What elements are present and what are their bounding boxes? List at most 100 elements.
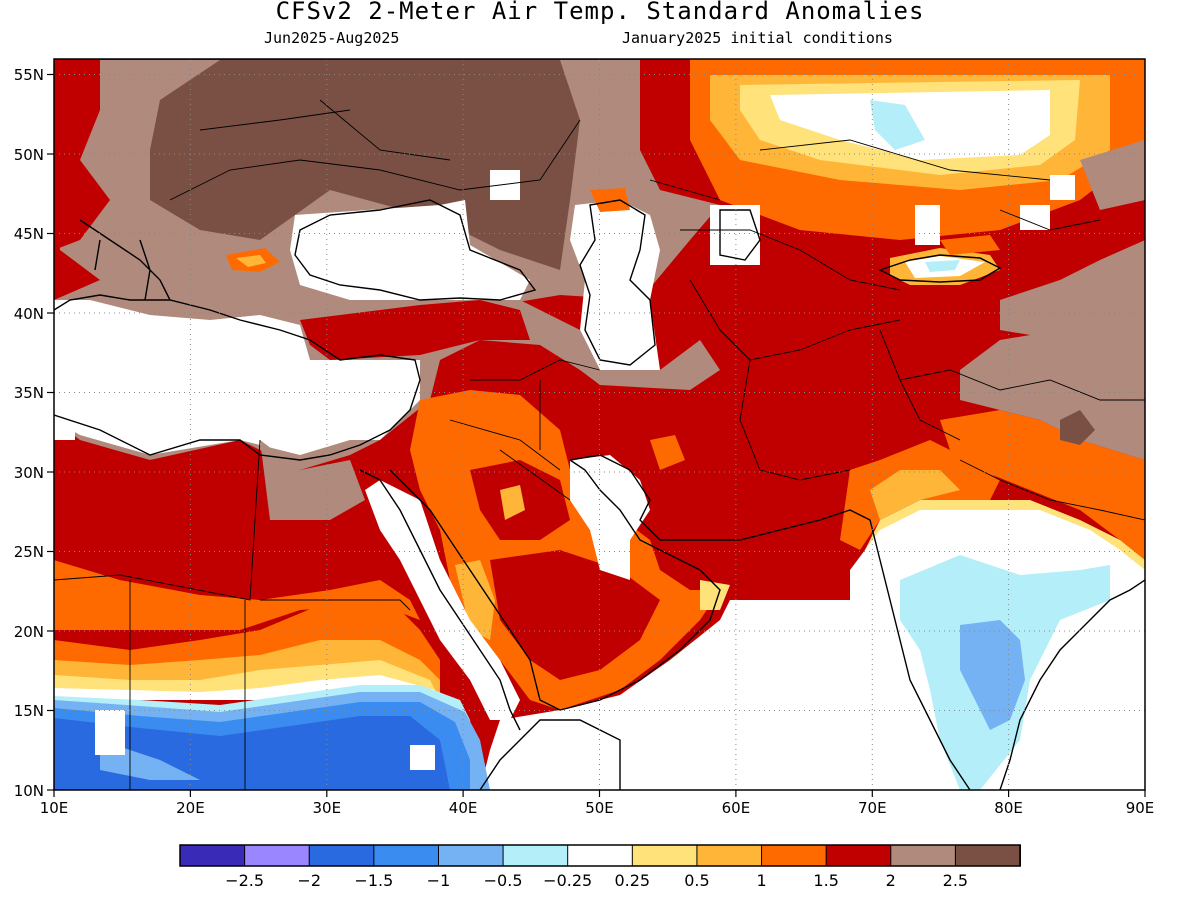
fill-turkey-red xyxy=(300,300,530,360)
black-sea-coast xyxy=(294,199,537,301)
fill-white-patch-7 xyxy=(95,710,125,755)
central-asia-borders xyxy=(680,229,961,481)
axis-ticks xyxy=(47,73,1146,797)
colorbar-swatch xyxy=(696,844,763,867)
fill-issyk-blue xyxy=(925,260,960,272)
fill-east-brown xyxy=(1080,140,1145,210)
fill-white-patch-3 xyxy=(1020,205,1050,230)
colorbar-swatch xyxy=(567,844,634,867)
colorbar-label: 1 xyxy=(756,871,766,890)
map-title: CFSv2 2-Meter Air Temp. Standard Anomali… xyxy=(275,0,925,25)
colorbar-swatch xyxy=(825,844,892,867)
fill-white-patch-8 xyxy=(410,745,435,770)
fill-india-blue xyxy=(960,620,1025,730)
y-tick-label: 35N xyxy=(14,384,44,402)
fill-pakistan-amber xyxy=(870,470,960,520)
colorbar-swatch xyxy=(502,844,569,867)
colorbar-label: −0.25 xyxy=(543,871,592,890)
y-tick-label: 20N xyxy=(14,623,44,641)
caspian-coast xyxy=(579,199,656,366)
fill-red-sea-white xyxy=(365,480,520,720)
colorbar-label: 2 xyxy=(886,871,896,890)
horn-coast xyxy=(479,719,621,790)
africa-borders xyxy=(54,439,411,790)
fill-west-europe-red xyxy=(54,60,110,250)
fill-arabian-sea-white xyxy=(480,600,900,790)
fill-white-patch-2 xyxy=(915,205,940,245)
colorbar-label: −2 xyxy=(297,871,321,890)
colorbar-swatch xyxy=(437,844,505,867)
fill-iran-orange xyxy=(650,435,685,470)
y-tick-label: 45N xyxy=(14,225,44,243)
europe-borders xyxy=(169,99,581,201)
x-tick-label: 20E xyxy=(176,799,205,817)
fill-caspian-white xyxy=(570,200,660,370)
fill-africa-orange-2 xyxy=(54,560,420,630)
colorbar-label: −2.5 xyxy=(225,871,264,890)
colorbar: −2.5 −2 −1.5 −1 −0.5 −0.25 0.25 0.5 1 1.5 2 2.5 xyxy=(179,844,1022,890)
x-tick-labels: 10E 20E 30E 40E 50E 60E 70E 80E 90E xyxy=(40,799,1155,817)
aral-sea xyxy=(719,209,761,261)
colorbar-swatch xyxy=(954,844,1022,867)
colorbar-label: 1.5 xyxy=(813,871,838,890)
colorbar-swatches xyxy=(179,844,1022,867)
red-sea-west-coast xyxy=(359,469,521,731)
fill-sahara-red xyxy=(54,440,260,600)
fill-tianshan-orange xyxy=(940,235,1000,255)
colorbar-swatch xyxy=(761,844,828,867)
x-tick-label: 90E xyxy=(1126,799,1155,817)
himalaya-borders xyxy=(899,369,1145,521)
colorbar-swatch xyxy=(890,844,957,867)
fill-black-sea-white xyxy=(290,200,530,300)
fill-white-patch-1 xyxy=(490,170,520,200)
colorbar-label: 0.25 xyxy=(614,871,650,890)
fill-white-patch-4 xyxy=(1050,175,1075,200)
fill-tibet-brown xyxy=(960,320,1145,460)
y-tick-label: 30N xyxy=(14,464,44,482)
y-tick-label: 50N xyxy=(14,146,44,164)
colorbar-label: 0.5 xyxy=(684,871,709,890)
x-tick-label: 10E xyxy=(40,799,69,817)
x-tick-label: 70E xyxy=(858,799,887,817)
fill-himalaya-orange xyxy=(940,410,1145,560)
fill-gulf-white xyxy=(570,455,650,580)
middle-east-borders xyxy=(449,359,601,501)
y-tick-labels: 10N 15N 20N 25N 30N 35N 40N 45N 50N 55N xyxy=(14,66,44,800)
x-tick-label: 80E xyxy=(994,799,1023,817)
forecast-period: Jun2025-Aug2025 xyxy=(264,29,400,47)
fill-tarim-brown xyxy=(1000,240,1145,340)
fill-oman-yellow xyxy=(700,580,730,610)
colorbar-label: −0.5 xyxy=(484,871,523,890)
y-tick-label: 15N xyxy=(14,702,44,720)
y-tick-label: 40N xyxy=(14,305,44,323)
borders xyxy=(54,99,1145,790)
india-east-coast xyxy=(999,579,1145,790)
fill-aral-white xyxy=(710,205,760,265)
colorbar-swatch xyxy=(631,844,698,867)
colorbar-swatch xyxy=(179,844,246,867)
issyk-kul xyxy=(878,254,1002,283)
y-tick-label: 55N xyxy=(14,66,44,84)
x-tick-label: 60E xyxy=(722,799,751,817)
fill-tibet-dark-brown xyxy=(1060,410,1095,445)
initial-conditions: January2025 initial conditions xyxy=(622,29,893,47)
fill-arabia-red-2 xyxy=(490,550,660,680)
fill-kazakh-lightblue xyxy=(870,100,925,150)
colorbar-swatch xyxy=(244,844,311,867)
mediterranean-coast xyxy=(54,294,421,461)
y-tick-label: 10N xyxy=(14,782,44,800)
north-borders xyxy=(649,139,1101,231)
fill-arabia-amber xyxy=(500,485,525,520)
colorbar-frame xyxy=(179,844,1021,867)
x-tick-label: 30E xyxy=(313,799,342,817)
iran-india-coast xyxy=(569,454,971,790)
fill-arabia-amber-2 xyxy=(455,560,495,640)
fill-balkan-amber xyxy=(236,255,266,267)
colorbar-label: 2.5 xyxy=(943,871,968,890)
colorbar-labels: −2.5 −2 −1.5 −1 −0.5 −0.25 0.25 0.5 1 1.5 2 2.5 xyxy=(225,871,968,890)
colorbar-swatch xyxy=(373,844,440,867)
y-tick-label: 25N xyxy=(14,543,44,561)
fill-white-patch-6 xyxy=(54,420,75,440)
grid-lines xyxy=(54,59,1145,790)
